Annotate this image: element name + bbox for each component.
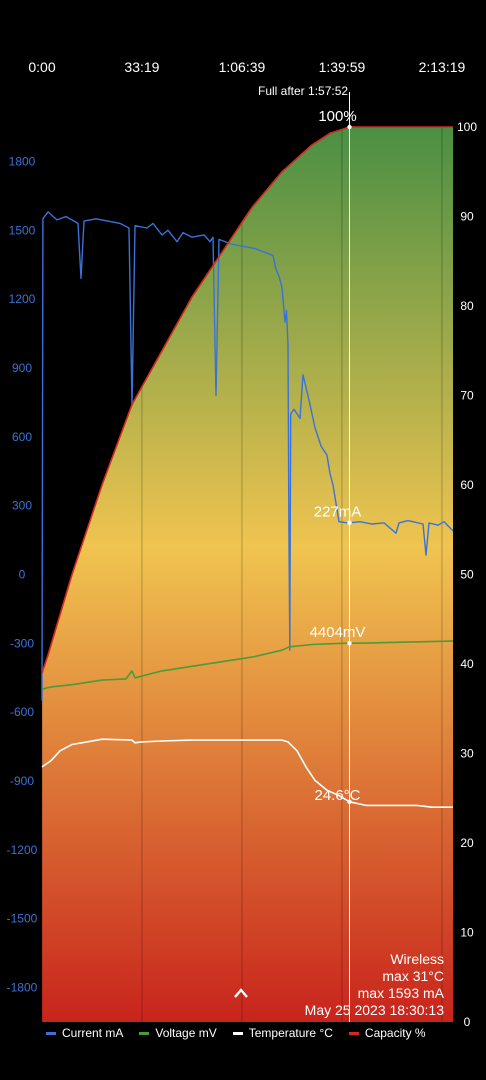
left-tick-label: 600 <box>12 430 32 444</box>
left-tick-label: 1200 <box>9 292 36 306</box>
right-tick-label: 50 <box>460 568 474 582</box>
x-tick-label: 1:39:59 <box>319 59 366 75</box>
capacity-area <box>42 127 453 1022</box>
cursor-label-voltage: 4404mV <box>310 624 366 641</box>
session-timestamp: May 25 2023 18:30:13 <box>304 1002 444 1018</box>
x-tick-label: 33:19 <box>124 59 159 75</box>
capacity-line <box>41 126 453 674</box>
right-tick-label: 60 <box>460 478 474 492</box>
left-tick-label: -1800 <box>7 981 38 995</box>
right-tick-label: 70 <box>460 389 474 403</box>
right-tick-label: 30 <box>460 747 474 761</box>
left-tick-label: -600 <box>10 705 34 719</box>
legend-voltage: Voltage mV <box>139 1026 217 1040</box>
legend-temperature: Temperature °C <box>232 1026 333 1040</box>
legend-swatch-capacity <box>348 1031 359 1035</box>
left-tick-label: 900 <box>12 361 32 375</box>
right-tick-label: 100 <box>457 120 477 134</box>
right-tick-label: 40 <box>460 657 474 671</box>
right-tick-label: 0 <box>464 1015 471 1029</box>
left-tick-label: -1200 <box>7 843 38 857</box>
cursor-label-temperature: 24.6°C <box>314 787 360 804</box>
cursor-label-capacity: 100% <box>318 108 356 125</box>
left-tick-label: -900 <box>10 774 34 788</box>
right-tick-label: 10 <box>460 926 474 940</box>
x-tick-label: 0:00 <box>28 59 55 75</box>
legend-swatch-voltage <box>139 1031 150 1035</box>
full-after-label: Full after 1:57:52 <box>258 84 349 98</box>
legend-swatch-current <box>46 1031 56 1035</box>
left-tick-label: 0 <box>19 568 26 582</box>
cursor-label-current: 227mA <box>314 504 362 521</box>
voltage-line <box>41 640 454 690</box>
left-tick-label: -300 <box>10 636 34 650</box>
left-tick-label: 1500 <box>9 223 36 237</box>
charge-info: Wireless max 31°C max 1593 mA May 25 202… <box>305 951 444 1019</box>
legend-capacity: Capacity % <box>348 1026 426 1040</box>
left-tick-label: 1800 <box>9 154 36 168</box>
legend-swatch-temperature <box>232 1031 243 1035</box>
chart-legend: Current mA Voltage mV Temperature °C Cap… <box>46 1026 426 1040</box>
right-tick-label: 80 <box>460 299 474 313</box>
cursor-point-voltage <box>347 641 352 646</box>
max-temperature: max 31°C <box>382 968 444 984</box>
cursor-point-temperature <box>347 799 352 805</box>
legend-current: Current mA <box>46 1026 123 1040</box>
cursor-point-current <box>347 520 352 525</box>
chevron-up-icon[interactable] <box>233 983 249 1004</box>
temperature-line <box>41 738 453 809</box>
right-tick-label: 20 <box>460 836 474 850</box>
max-current: max 1593 mA <box>357 985 444 1001</box>
current-line <box>41 211 454 701</box>
x-tick-label: 2:13:19 <box>419 59 466 75</box>
charge-source: Wireless <box>390 951 444 967</box>
right-tick-label: 90 <box>460 210 474 224</box>
left-tick-label: 300 <box>12 499 32 513</box>
left-tick-label: -1500 <box>7 912 38 926</box>
x-tick-label: 1:06:39 <box>219 59 266 75</box>
cursor-point-capacity <box>347 124 352 130</box>
